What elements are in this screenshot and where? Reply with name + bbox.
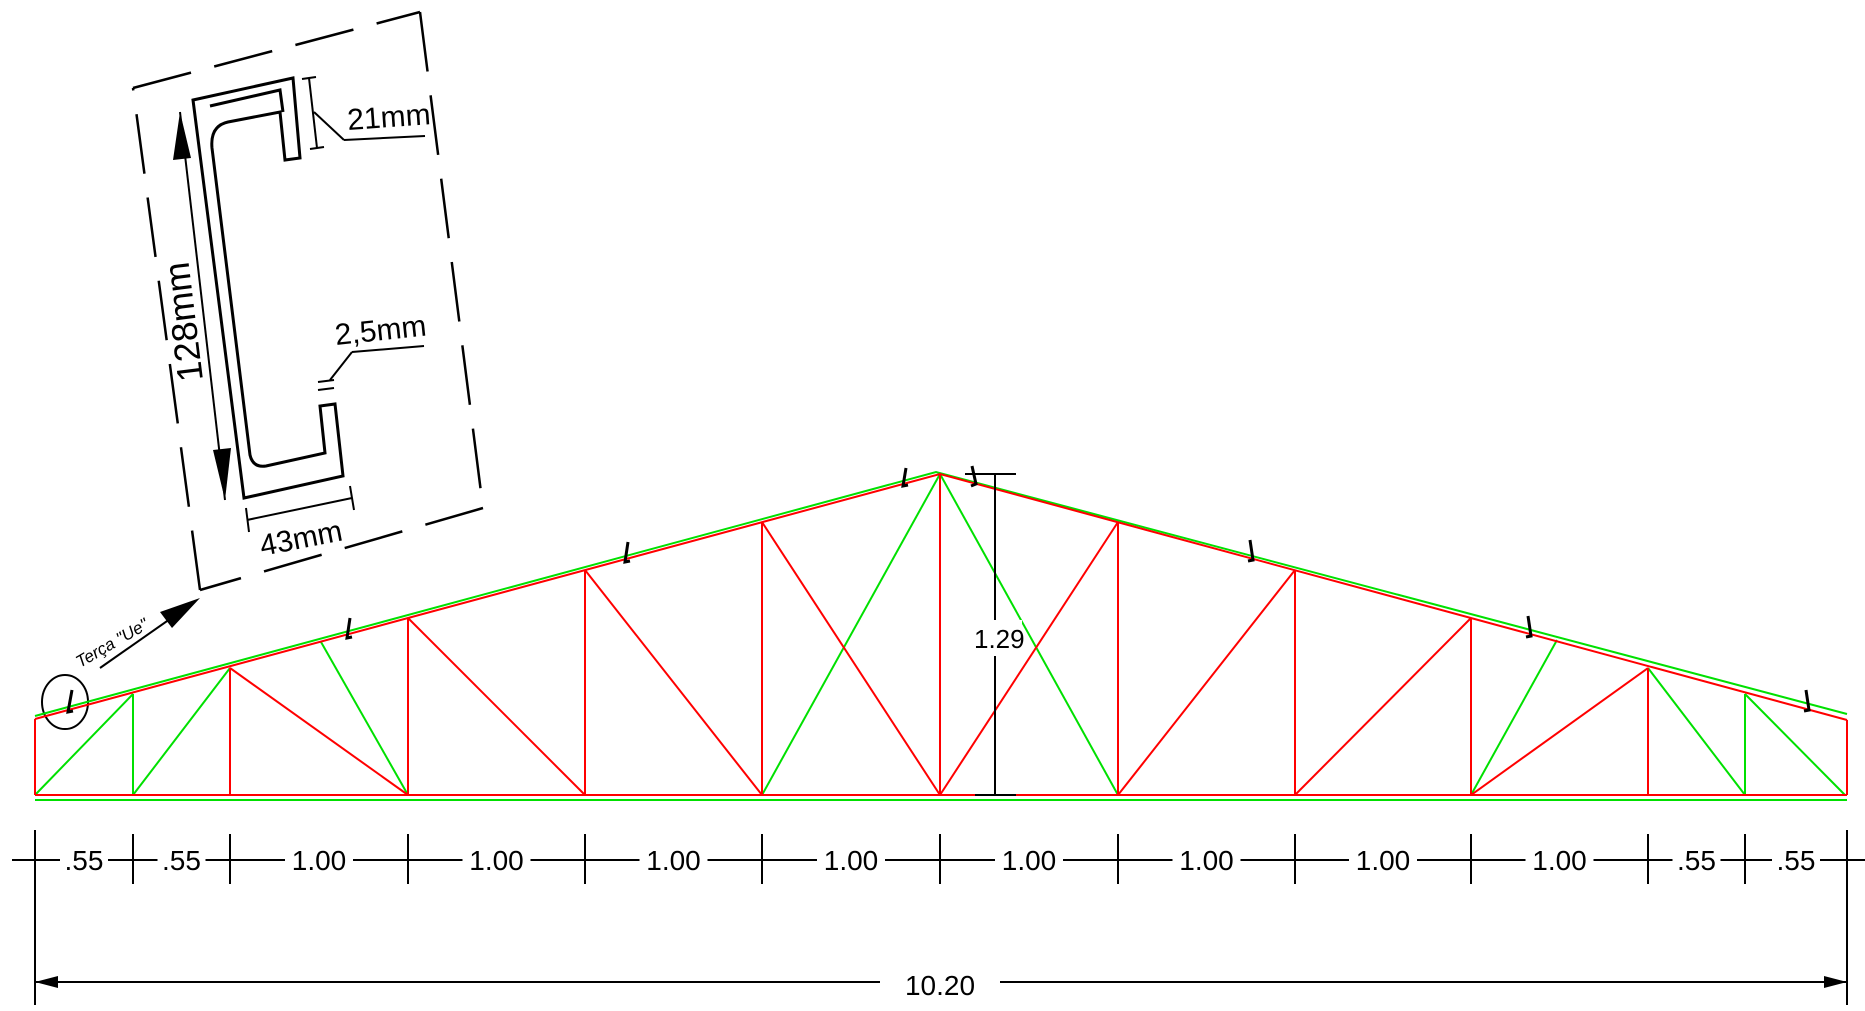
purlin-callout: Terça "Ue" bbox=[41, 598, 200, 730]
panel-dimensions: .55 .55 1.00 1.00 1.00 1.00 1.00 1.00 1.00 1.00 .5… bbox=[12, 834, 1865, 884]
panel-spacing-label: 1.00 bbox=[1356, 845, 1411, 876]
panel-spacing-label: 1.00 bbox=[646, 845, 701, 876]
detail-frame bbox=[131, 10, 485, 592]
purlin-detail: 21mm 128mm 2,5mm 43mm bbox=[131, 10, 485, 592]
purlin-symbols bbox=[66, 465, 1811, 714]
callout-label: Terça "Ue" bbox=[73, 614, 153, 671]
lip-dimension: 21mm bbox=[301, 76, 432, 150]
flange-width-dimension: 43mm bbox=[245, 485, 355, 563]
panel-spacing-label: 1.00 bbox=[824, 845, 879, 876]
arrow-callout-icon bbox=[160, 598, 200, 628]
dim-thickness-label: 2,5mm bbox=[333, 310, 428, 352]
arrow-down-icon bbox=[213, 448, 231, 500]
web-height-dimension: 128mm bbox=[156, 111, 231, 501]
panel-spacing-label: 1.00 bbox=[469, 845, 524, 876]
callout-circle bbox=[41, 674, 89, 730]
c-profile-shape bbox=[191, 76, 345, 500]
panel-spacing-label: .55 bbox=[162, 845, 201, 876]
bracing-green bbox=[34, 473, 1846, 796]
panel-spacing-label: 1.00 bbox=[1532, 845, 1587, 876]
height-label: 1.29 bbox=[974, 624, 1025, 654]
arrow-up-icon bbox=[173, 112, 191, 160]
dim-lip-label: 21mm bbox=[346, 98, 431, 137]
thickness-dimension: 2,5mm bbox=[317, 310, 428, 391]
webs-red bbox=[229, 474, 1649, 796]
panel-spacing-label: .55 bbox=[1777, 845, 1816, 876]
dim-web-label: 128mm bbox=[156, 260, 211, 384]
total-span-label: 10.20 bbox=[905, 970, 975, 1001]
height-dimension: 1.29 bbox=[965, 473, 1025, 796]
truss: 1.29 bbox=[34, 465, 1848, 801]
arrow-left-icon bbox=[35, 976, 58, 988]
panel-spacing-label: .55 bbox=[65, 845, 104, 876]
total-span-dimension: 10.20 bbox=[34, 830, 1848, 1005]
panel-spacing-label: 1.00 bbox=[1002, 845, 1057, 876]
panel-spacing-label: 1.00 bbox=[292, 845, 347, 876]
arrow-right-icon bbox=[1824, 976, 1847, 988]
panel-spacing-label: 1.00 bbox=[1179, 845, 1234, 876]
panel-spacing-label: .55 bbox=[1677, 845, 1716, 876]
dim-flange-label: 43mm bbox=[257, 515, 345, 563]
